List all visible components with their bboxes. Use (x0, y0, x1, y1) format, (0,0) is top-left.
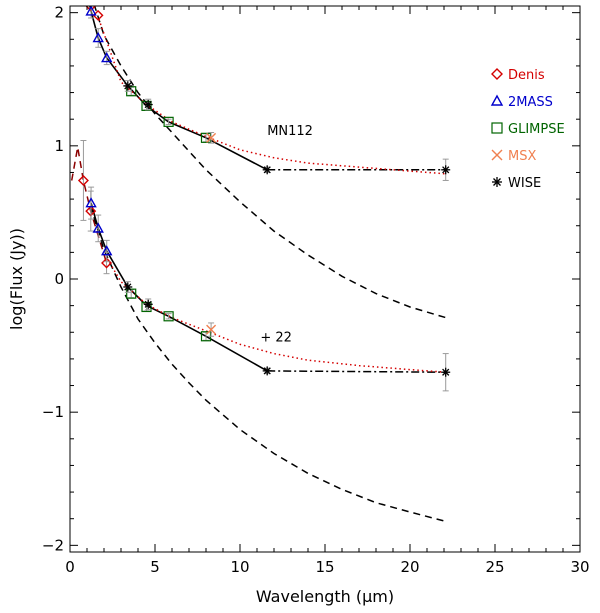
legend: Denis 2MASS GLIMPSE MSX WISE (490, 68, 565, 191)
ticks-layer: 0 5 10 15 20 25 30 −2 −1 0 1 2 (42, 4, 590, 576)
annotation-1: + 22 (260, 331, 292, 346)
annotation-0: MN112 (267, 124, 313, 139)
series-wise (123, 80, 451, 392)
annotations-layer: MN112 + 22 (260, 124, 313, 345)
asterisk-marker (262, 366, 272, 376)
diamond-marker (491, 68, 503, 80)
triangle-marker (101, 245, 113, 256)
triangle-marker (490, 94, 504, 106)
x-axis-label: Wavelength (µm) (256, 587, 394, 606)
y-tick-label: −2 (42, 536, 64, 554)
curve-dashed-6 (89, 205, 446, 523)
asterisk-marker (441, 367, 451, 377)
legend-label: WISE (508, 176, 541, 191)
triangle-marker (92, 32, 104, 43)
asterisk-marker (123, 282, 133, 292)
asterisk-marker (143, 299, 153, 309)
square-marker (163, 311, 174, 322)
legend-item-msx: MSX (491, 149, 536, 164)
y-tick-label: −1 (42, 403, 64, 421)
legend-label: Denis (508, 68, 545, 83)
series-msx (206, 132, 217, 337)
asterisk-marker (123, 81, 133, 91)
curve-dashed-4 (70, 147, 108, 264)
series-2mass (85, 6, 113, 263)
asterisk-marker (262, 165, 272, 175)
asterisk-marker (492, 177, 502, 187)
asterisk-marker (143, 100, 153, 110)
square-marker (141, 100, 152, 111)
points-layer (77, 0, 451, 392)
y-tick-label: 1 (54, 137, 64, 155)
curve-dashed-5 (93, 6, 446, 319)
x-tick-label: 30 (570, 558, 589, 576)
x-marker (206, 132, 217, 143)
square-marker (126, 288, 137, 299)
x-tick-label: 5 (150, 558, 160, 576)
x-tick-label: 15 (315, 558, 334, 576)
series-glimpse (126, 86, 212, 342)
triangle-marker (92, 222, 104, 233)
diamond-marker (77, 174, 89, 186)
y-tick-label: 2 (54, 4, 64, 22)
x-tick-label: 10 (230, 558, 249, 576)
x-marker (491, 149, 503, 161)
legend-item-2mass: 2MASS (490, 94, 553, 110)
legend-item-wise: WISE (492, 176, 541, 191)
square-marker (491, 122, 503, 134)
asterisk-marker (441, 165, 451, 175)
triangle-marker (85, 6, 97, 16)
curve-dotted-8 (106, 258, 446, 373)
curve-solid-0 (89, 6, 268, 171)
legend-label: 2MASS (508, 95, 553, 110)
triangle-marker (85, 197, 97, 208)
lines-layer (70, 6, 446, 523)
curve-solid-2 (90, 202, 268, 372)
triangle-marker (101, 51, 113, 63)
diamond-marker (79, 0, 88, 1)
curve-dashdot-3 (267, 370, 446, 373)
x-tick-label: 20 (400, 558, 419, 576)
legend-label: MSX (508, 149, 536, 164)
x-marker (206, 324, 217, 335)
y-axis-label: log(Flux (Jy)) (7, 228, 26, 330)
x-tick-label: 25 (485, 558, 504, 576)
legend-item-denis: Denis (491, 68, 545, 83)
legend-label: GLIMPSE (508, 122, 565, 137)
legend-item-glimpse: GLIMPSE (491, 122, 565, 137)
square-marker (163, 116, 174, 127)
x-tick-label: 0 (65, 558, 75, 576)
y-tick-label: 0 (54, 270, 64, 288)
plot-frame (69, 5, 581, 553)
curve-dotted-7 (98, 19, 446, 175)
